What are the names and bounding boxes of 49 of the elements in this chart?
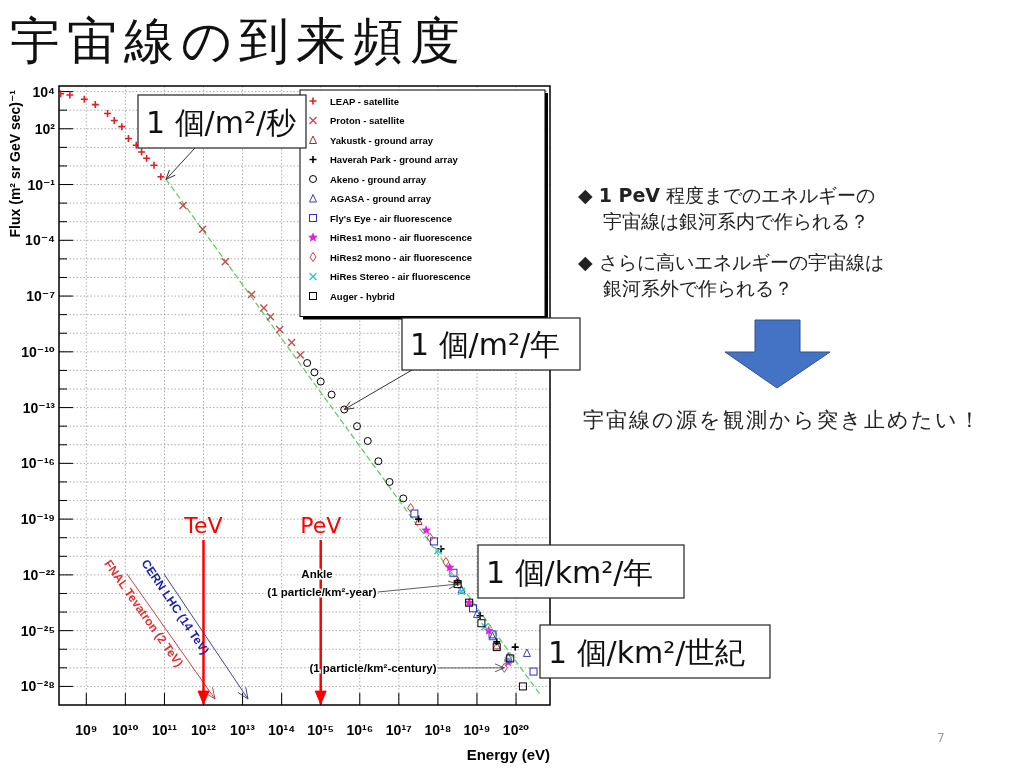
chart-title: 宇宙線の到来頻度 [10,12,467,70]
x-tick-label: 10¹³ [230,722,256,738]
text: 7 [937,731,945,745]
x-axis-title: Energy (eV) [466,746,550,763]
x-tick-label: 10¹⁴ [268,722,296,738]
legend-label: Auger - hybrid [330,290,396,302]
ref-line-label: PeV [300,513,342,538]
legend-label: HiRes1 mono - air fluorescence [330,232,473,243]
x-tick-label: 10¹⁰ [112,722,139,738]
x-tick-label: 10¹⁶ [346,722,374,738]
y-tick-label: 10⁻¹ [27,176,56,193]
annotation: 1 個/m²/年 [410,327,561,362]
x-tick-label: 10¹⁹ [463,722,491,738]
y-axis-title: Flux (m² sr GeV sec)⁻¹ [7,89,23,238]
x-tick-label: 10¹⁵ [307,722,335,738]
y-tick-label: 10⁻²² [22,566,56,583]
y-tick-label: 10⁻¹⁰ [21,343,55,360]
legend-label: LEAP - satellite [330,95,399,107]
legend-label: Proton - satellite [330,115,405,126]
legend-label: Fly's Eye - air fluorescence [330,212,453,224]
x-tick-label: 10²⁰ [502,722,530,738]
x-tick-label: 10¹² [191,722,217,738]
y-tick-label: 10⁻²⁵ [20,622,55,639]
y-tick-label: 10⁻²⁸ [20,678,55,695]
x-tick-label: 10¹⁷ [385,722,413,738]
text: ◆ 1 PeV 程度までのエネルギーの宇宙線は銀河系内で作られる？ [578,184,876,232]
text: 宇宙線の源を観測から突き止めたい！ [583,408,982,432]
legend-label: HiRes Stereo - air fluorescence [330,271,471,282]
text: ◆ さらに高いエネルギーの宇宙線は銀河系外で作られる？ [578,251,884,299]
legend-label: AGASA - ground array [330,193,432,204]
y-tick-label: 10⁻¹³ [22,399,56,416]
annotation: 1 個/km²/年 [486,554,654,590]
y-tick-label: 10⁻⁴ [25,232,56,249]
y-tick-label: 10² [34,120,56,137]
legend-label: HiRes2 mono - air fluorescence [330,251,473,263]
annotation: 1 個/km²/世紀 [548,634,746,670]
x-tick-label: 10¹¹ [151,722,178,738]
legend-label: Yakustk - ground array [330,134,434,146]
x-tick-label: 10⁹ [75,722,98,738]
annotation: (1 particle/km²-century) [309,662,437,674]
ref-line-label: TeV [183,513,223,538]
y-tick-label: 10⁻¹⁹ [20,511,55,528]
annotation: 1 個/m²/秒 [146,104,297,140]
y-tick-label: 10⁻¹⁶ [20,455,55,472]
y-tick-label: 10⁻⁷ [26,288,56,305]
y-tick-label: 10⁴ [32,83,56,100]
legend-label: Haverah Park - ground array [330,154,459,165]
x-tick-label: 10¹⁸ [424,722,452,738]
legend-label: Akeno - ground array [330,173,427,185]
